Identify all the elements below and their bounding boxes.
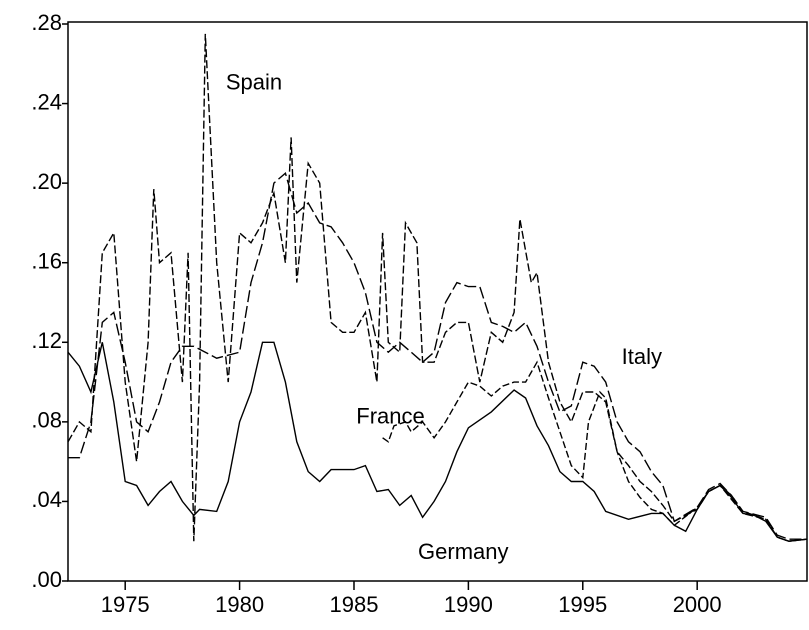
series-line (67, 33, 808, 542)
series-label: France (356, 404, 424, 429)
x-tick-label: 1985 (330, 592, 379, 617)
series-label: Italy (622, 344, 662, 369)
x-tick-label: 1975 (101, 592, 150, 617)
x-tick-label: 1990 (444, 592, 493, 617)
y-tick-label: .00 (31, 567, 62, 592)
series-line (67, 341, 808, 542)
series-label: Germany (418, 539, 508, 564)
y-tick-label: .12 (31, 328, 62, 353)
x-tick-label: 1995 (558, 592, 607, 617)
y-tick-label: .28 (31, 10, 62, 35)
y-tick-label: .04 (31, 487, 62, 512)
plot-frame (67, 21, 808, 582)
y-tick-label: .24 (31, 89, 62, 114)
series-label: Spain (226, 69, 282, 94)
x-tick-label: 2000 (673, 592, 722, 617)
y-tick-label: .20 (31, 169, 62, 194)
series-line (68, 171, 807, 540)
y-tick-label: .16 (31, 249, 62, 274)
x-tick-label: 1980 (215, 592, 264, 617)
y-tick-label: .08 (31, 408, 62, 433)
series-line (382, 360, 808, 542)
